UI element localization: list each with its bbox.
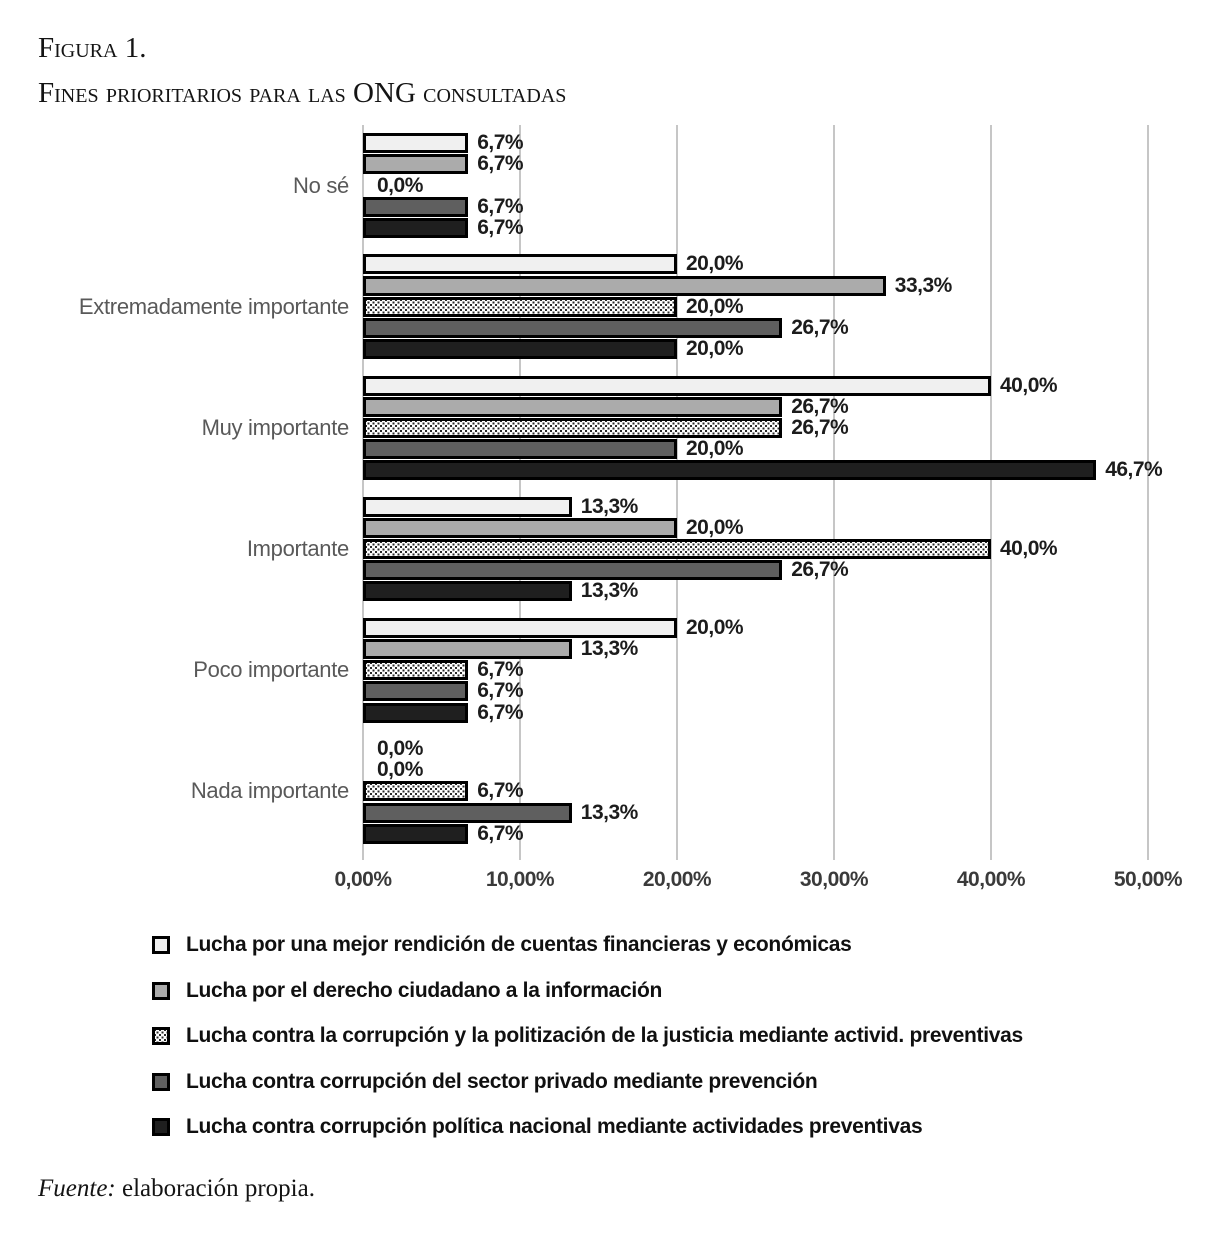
data-label: 20,0%: [686, 437, 744, 461]
category-label: No sé: [293, 172, 349, 198]
data-label: 6,7%: [477, 131, 524, 155]
data-label: 6,7%: [477, 658, 524, 682]
data-label: 6,7%: [477, 779, 524, 803]
data-label: 26,7%: [791, 394, 849, 418]
data-label: 0,0%: [377, 758, 423, 782]
bar: [363, 681, 469, 702]
data-label: 6,7%: [477, 821, 524, 845]
bar: [363, 823, 469, 844]
bar: [363, 196, 469, 217]
data-label: 20,0%: [686, 294, 744, 318]
data-label: 13,3%: [580, 800, 639, 824]
bar: [363, 396, 783, 417]
category-label: Nada importante: [190, 778, 349, 804]
data-label: 20,0%: [686, 515, 744, 539]
gridline: [1147, 125, 1149, 860]
bar: [363, 254, 677, 275]
x-axis-tick-label: 40,00%: [956, 868, 1026, 891]
bar: [363, 496, 572, 517]
data-label: 6,7%: [477, 194, 524, 218]
bar: [363, 539, 991, 560]
bar: [363, 317, 783, 338]
legend-swatch: [152, 1118, 170, 1136]
bar: [363, 802, 572, 823]
data-label: 26,7%: [791, 558, 849, 582]
bar: [363, 702, 469, 723]
figure-number: Figura 1.: [38, 32, 147, 64]
legend-item: Lucha contra corrupción política naciona…: [152, 1115, 923, 1139]
bar: [363, 217, 469, 238]
data-label: 26,7%: [791, 415, 849, 439]
bar: [363, 581, 572, 602]
bar: [363, 439, 677, 460]
figure-caption: Fines prioritarios para las ONG consulta…: [38, 76, 567, 109]
legend-item: Lucha contra la corrupción y la politiza…: [152, 1024, 1023, 1048]
bar: [363, 560, 783, 581]
data-label: 40,0%: [1000, 373, 1058, 397]
data-label: 0,0%: [377, 737, 423, 761]
gridline: [676, 125, 678, 860]
legend-item: Lucha por una mejor rendición de cuentas…: [152, 933, 852, 957]
bar: [363, 275, 886, 296]
x-axis-tick-label: 0,00%: [334, 868, 392, 891]
legend-item: Lucha contra corrupción del sector priva…: [152, 1069, 818, 1094]
bar: [363, 460, 1097, 481]
bar: [363, 517, 677, 538]
data-label: 20,0%: [686, 337, 744, 361]
x-axis-tick-label: 30,00%: [799, 868, 869, 891]
x-axis-tick-label: 10,00%: [485, 868, 555, 891]
gridline: [519, 125, 521, 860]
legend-label: Lucha por una mejor rendición de cuentas…: [186, 933, 852, 956]
gridline: [833, 125, 835, 860]
data-label: 6,7%: [477, 215, 524, 239]
data-label: 6,7%: [477, 700, 524, 724]
data-label: 20,0%: [686, 252, 744, 276]
gridline: [990, 125, 992, 860]
bar: [363, 339, 677, 360]
data-label: 33,3%: [894, 273, 953, 297]
data-label: 20,0%: [686, 615, 744, 639]
legend-swatch: [152, 936, 170, 954]
legend-label: Lucha contra corrupción política naciona…: [186, 1115, 923, 1138]
bar: [363, 660, 469, 681]
category-label: Extremadamente importante: [78, 293, 349, 319]
category-label: Poco importante: [193, 657, 349, 683]
x-axis-tick-label: 20,00%: [642, 868, 712, 891]
data-label: 6,7%: [477, 679, 524, 703]
gridline: [362, 125, 364, 860]
data-label: 13,3%: [580, 494, 639, 518]
data-label: 0,0%: [377, 173, 423, 197]
legend-swatch: [152, 1027, 170, 1045]
source-text: elaboración propia.: [115, 1175, 315, 1202]
bar: [363, 133, 469, 154]
bar: [363, 617, 677, 638]
data-label: 6,7%: [477, 152, 524, 176]
legend-label: Lucha por el derecho ciudadano a la info…: [186, 978, 662, 1002]
bar: [363, 639, 572, 660]
data-label: 13,3%: [580, 637, 639, 661]
source-prefix: Fuente:: [38, 1175, 116, 1202]
bar: [363, 296, 677, 317]
data-label: 13,3%: [580, 579, 639, 603]
category-label: Muy importante: [201, 414, 350, 440]
legend-label: Lucha contra la corrupción y la politiza…: [186, 1024, 1023, 1047]
bar: [363, 375, 991, 396]
figure-title: Figura 1. Fines prioritarios para las ON…: [38, 26, 566, 116]
data-label: 46,7%: [1105, 458, 1163, 482]
legend-swatch: [152, 981, 170, 1000]
legend-label: Lucha contra corrupción del sector priva…: [186, 1069, 818, 1093]
x-axis-tick-label: 50,00%: [1113, 868, 1183, 891]
bar-chart: No sé Extremadamente importante Muy import…: [78, 125, 1183, 891]
data-label: 26,7%: [791, 315, 849, 339]
bar: [363, 781, 469, 802]
data-label: 40,0%: [1000, 537, 1058, 561]
legend-swatch: [152, 1072, 170, 1091]
category-label: Importante: [246, 536, 349, 562]
bar: [363, 417, 783, 438]
bar: [363, 154, 469, 175]
legend-item: Lucha por el derecho ciudadano a la info…: [152, 979, 662, 1003]
source-note: Fuente: elaboración propia.: [38, 1175, 315, 1203]
